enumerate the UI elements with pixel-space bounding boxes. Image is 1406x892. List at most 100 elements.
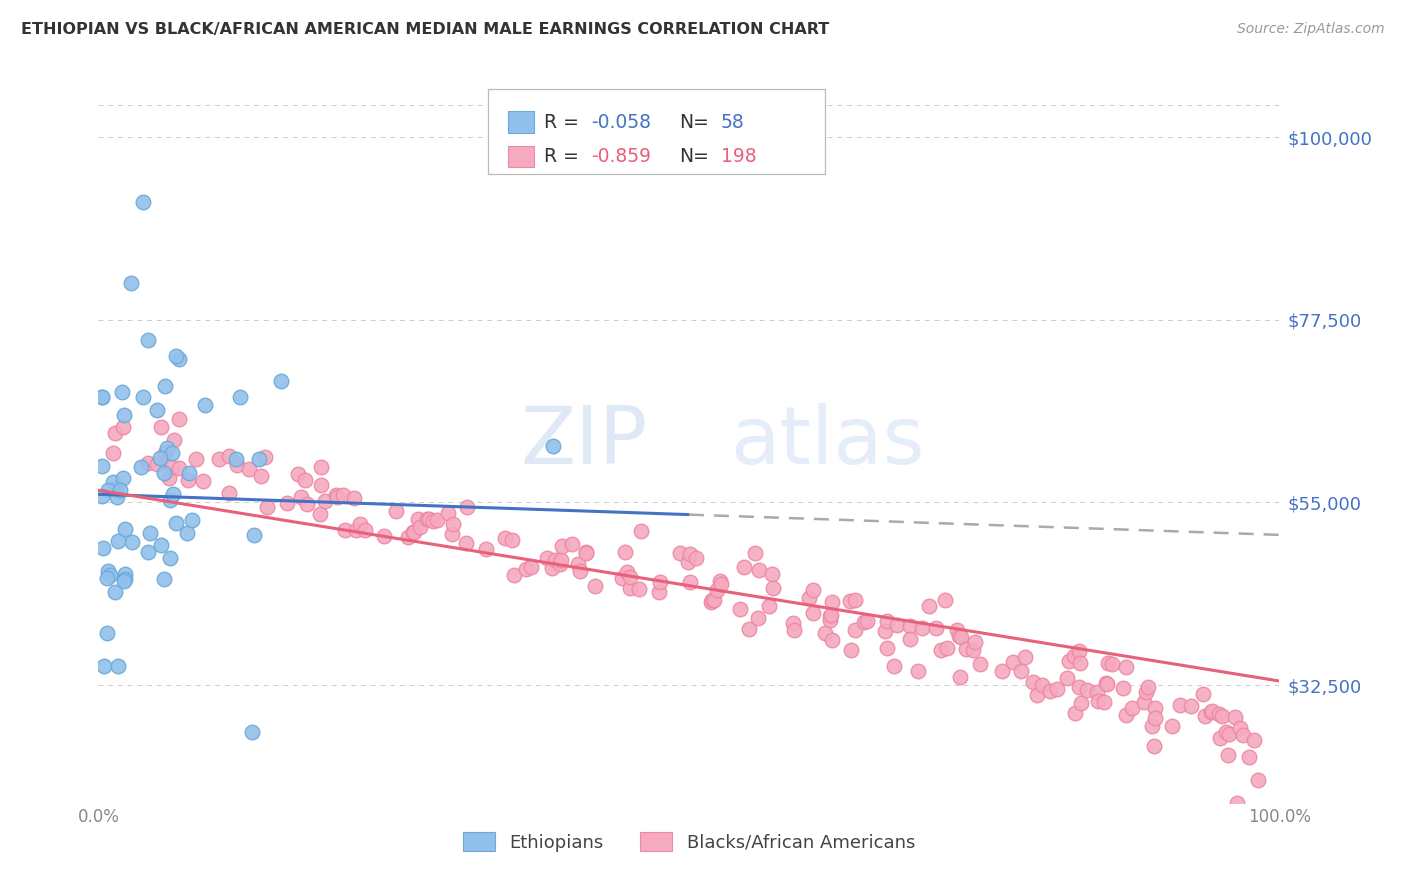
Point [619, 581, 641, 595]
Point [709, 574, 731, 588]
Point [520, 559, 543, 574]
Point [1046, 682, 1069, 697]
Point [679, 574, 702, 589]
Point [1218, 748, 1240, 763]
Point [907, 665, 929, 679]
Point [709, 576, 731, 591]
Point [156, 441, 179, 455]
Point [373, 529, 395, 543]
Point [441, 526, 464, 541]
Point [886, 618, 908, 632]
Point [1226, 796, 1249, 810]
Point [876, 615, 898, 629]
Point [229, 390, 252, 404]
Point [1121, 701, 1143, 715]
Point [616, 565, 638, 579]
Point [114, 409, 136, 423]
Text: 58: 58 [721, 112, 745, 132]
Text: atlas: atlas [730, 402, 925, 481]
Point [1014, 650, 1036, 665]
Point [111, 384, 134, 399]
Point [349, 517, 371, 532]
Point [294, 473, 316, 487]
Point [354, 523, 377, 537]
Point [1115, 708, 1137, 723]
Point [700, 593, 723, 607]
Point [97, 483, 120, 497]
Point [162, 487, 184, 501]
Point [1076, 683, 1098, 698]
Point [162, 459, 184, 474]
Point [131, 459, 153, 474]
Point [150, 419, 173, 434]
Point [1246, 772, 1268, 787]
Point [950, 630, 973, 644]
Point [1232, 728, 1254, 742]
Point [1223, 709, 1246, 723]
Text: -0.859: -0.859 [591, 147, 651, 166]
Point [240, 725, 263, 739]
Point [132, 390, 155, 404]
Point [648, 585, 671, 599]
Point [503, 568, 526, 582]
Point [962, 642, 984, 657]
Point [949, 670, 972, 684]
Point [703, 593, 725, 607]
Point [112, 574, 135, 589]
Point [276, 496, 298, 510]
Point [270, 374, 292, 388]
Point [1092, 695, 1115, 709]
Point [699, 595, 721, 609]
Point [761, 567, 783, 582]
Point [911, 621, 934, 635]
Point [1199, 705, 1222, 719]
Point [91, 458, 114, 473]
Point [1201, 704, 1223, 718]
Point [96, 571, 118, 585]
Point [1208, 706, 1230, 721]
Point [218, 450, 240, 464]
Point [820, 608, 842, 623]
Point [1069, 680, 1091, 694]
Point [818, 609, 841, 624]
Point [1137, 680, 1160, 694]
Point [1063, 649, 1085, 664]
Point [426, 513, 449, 527]
Point [1115, 659, 1137, 673]
Text: -0.058: -0.058 [591, 112, 651, 132]
Point [344, 523, 367, 537]
Point [839, 594, 862, 608]
Point [256, 500, 278, 515]
Point [782, 615, 804, 630]
Point [748, 563, 770, 577]
Point [91, 489, 114, 503]
Point [494, 531, 516, 545]
Point [104, 482, 127, 496]
Point [91, 541, 114, 555]
Point [1031, 678, 1053, 692]
Point [290, 490, 312, 504]
Text: ZIP: ZIP [520, 402, 648, 481]
Point [935, 641, 957, 656]
Point [177, 473, 200, 487]
Point [167, 351, 190, 366]
Point [107, 534, 129, 549]
Point [855, 614, 877, 628]
Point [114, 523, 136, 537]
Point [852, 615, 875, 629]
Point [406, 512, 429, 526]
Point [121, 277, 143, 291]
Point [536, 550, 558, 565]
Point [1140, 719, 1163, 733]
Point [747, 611, 769, 625]
Point [1218, 727, 1240, 741]
Point [333, 523, 356, 537]
Point [1022, 674, 1045, 689]
Point [925, 621, 948, 635]
Point [762, 581, 785, 595]
Point [91, 390, 114, 404]
Point [1069, 656, 1091, 670]
Point [456, 536, 478, 550]
Point [955, 642, 977, 657]
Point [1085, 685, 1108, 699]
